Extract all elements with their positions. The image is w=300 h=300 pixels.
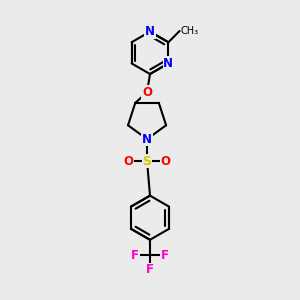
Text: F: F [146,263,154,276]
Text: O: O [142,86,152,99]
Text: F: F [131,249,139,262]
Text: CH₃: CH₃ [181,26,199,36]
Text: O: O [160,155,170,168]
Text: O: O [124,155,134,168]
Text: N: N [142,133,152,146]
Text: N: N [145,25,155,38]
Text: F: F [161,249,169,262]
Text: N: N [164,57,173,70]
Text: S: S [142,155,152,168]
